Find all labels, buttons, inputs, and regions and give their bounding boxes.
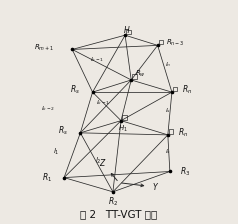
Text: $l_2$: $l_2$ — [95, 156, 102, 166]
Text: $l_s$: $l_s$ — [165, 147, 171, 156]
Text: $l_1$: $l_1$ — [53, 147, 59, 157]
Text: $l_n$: $l_n$ — [165, 60, 171, 69]
Text: $Y$: $Y$ — [152, 181, 159, 192]
Text: $l_{k-2}$: $l_{k-2}$ — [41, 104, 55, 113]
Text: $Z$: $Z$ — [99, 157, 107, 168]
Bar — [132, 74, 137, 79]
Text: $H_1$: $H_1$ — [118, 124, 128, 134]
Text: $R_w$: $R_w$ — [135, 69, 146, 79]
Bar — [173, 87, 177, 91]
Text: $l_{k-1}$: $l_{k-1}$ — [90, 55, 104, 64]
Text: $H$: $H$ — [123, 24, 131, 34]
Text: $R_{n-3}$: $R_{n-3}$ — [166, 38, 184, 48]
Text: $R_n$: $R_n$ — [182, 84, 192, 96]
Text: $R_n$: $R_n$ — [178, 127, 188, 139]
Text: $R_1$: $R_1$ — [42, 171, 52, 184]
Text: $R_s$: $R_s$ — [58, 125, 68, 137]
Text: $R_3$: $R_3$ — [180, 165, 190, 178]
Text: $R_s$: $R_s$ — [70, 84, 80, 96]
Bar — [159, 40, 163, 44]
Text: 图 2   TT-VGT 机构: 图 2 TT-VGT 机构 — [80, 209, 158, 220]
Text: $R_{m+1}$: $R_{m+1}$ — [34, 42, 54, 52]
Bar — [169, 129, 173, 134]
Text: $l_s$: $l_s$ — [165, 106, 171, 115]
Text: $l_{k-1}$: $l_{k-1}$ — [96, 98, 110, 107]
Bar — [122, 115, 127, 120]
Text: $R_2$: $R_2$ — [108, 196, 118, 208]
Bar — [126, 30, 131, 34]
